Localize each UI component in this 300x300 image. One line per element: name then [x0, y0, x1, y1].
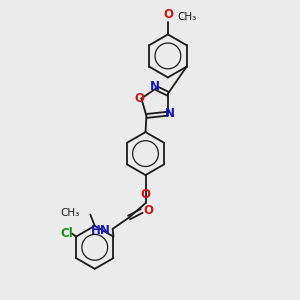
- Text: O: O: [163, 8, 173, 21]
- Text: CH₃: CH₃: [178, 11, 197, 22]
- Text: O: O: [134, 92, 144, 105]
- Text: N: N: [150, 80, 160, 93]
- Text: HN: HN: [90, 224, 110, 237]
- Text: N: N: [165, 107, 175, 120]
- Text: O: O: [143, 204, 153, 217]
- Text: CH₃: CH₃: [61, 208, 80, 218]
- Text: Cl: Cl: [60, 226, 73, 239]
- Text: O: O: [140, 188, 151, 201]
